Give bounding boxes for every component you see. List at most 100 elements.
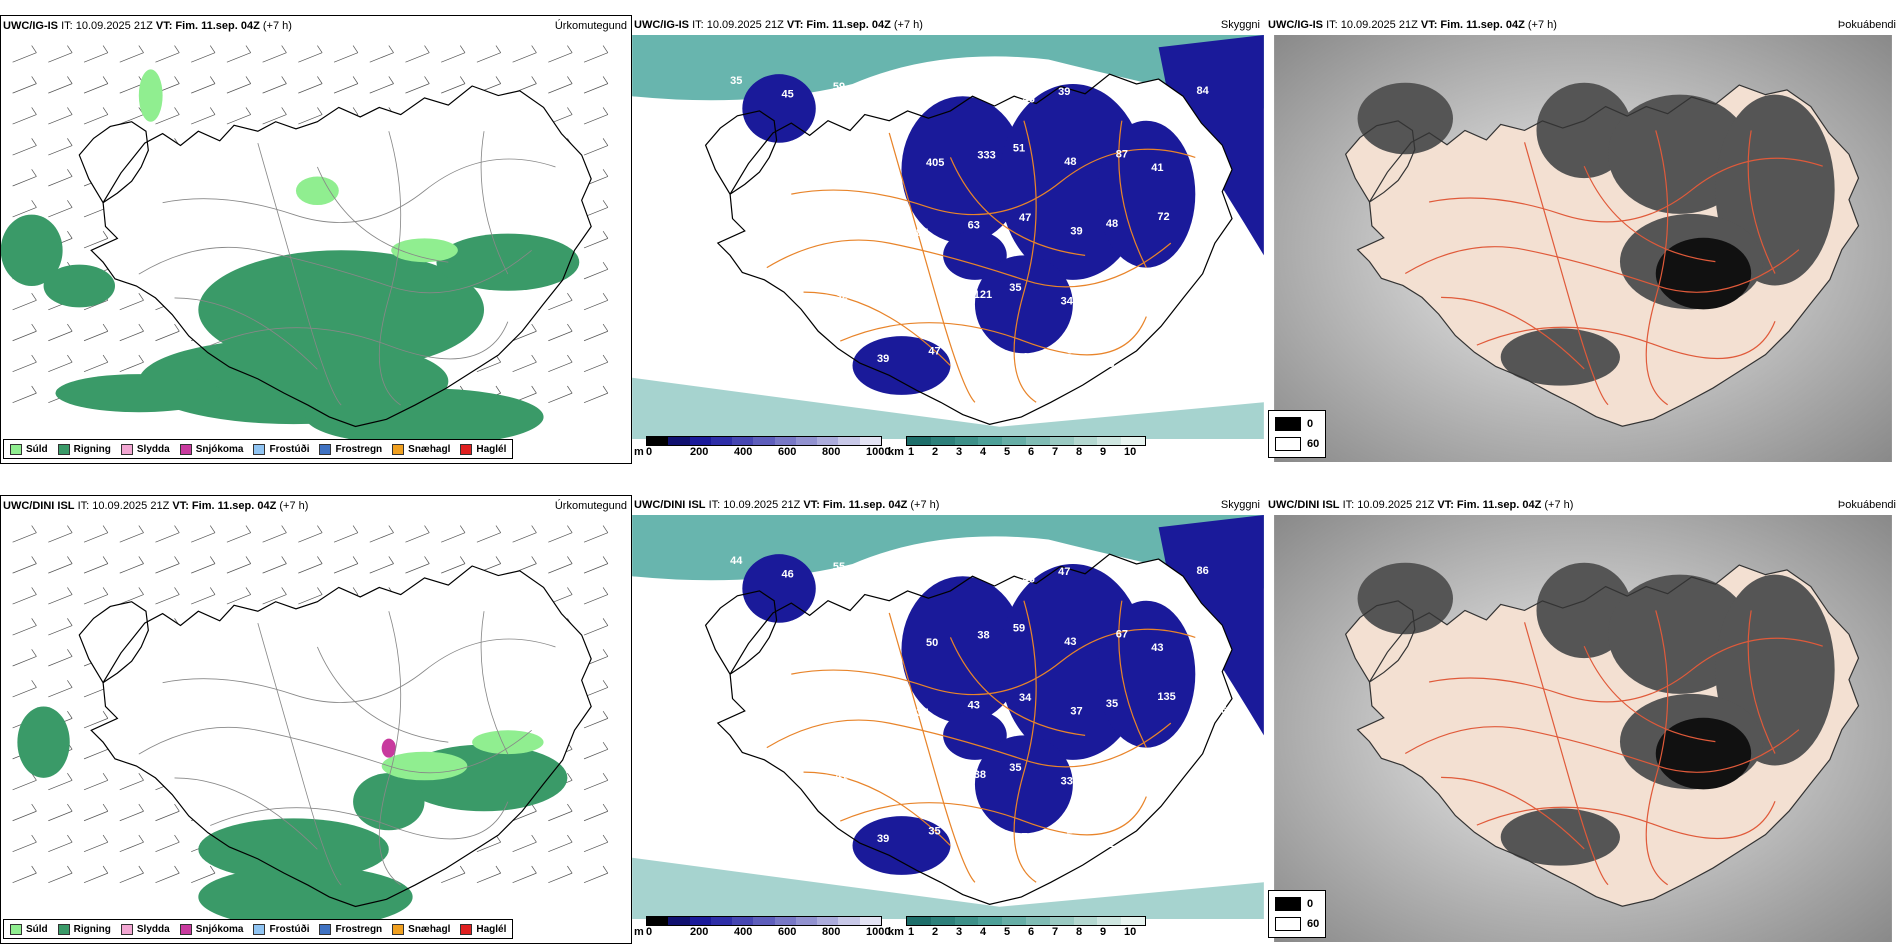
- ceiling-label: 38: [742, 215, 754, 227]
- road-line: [1645, 610, 1669, 886]
- ceiling-area: [943, 710, 1007, 760]
- ceiling-label: 28: [790, 827, 802, 839]
- legend-item: Frostúði: [253, 923, 310, 935]
- ceiling-label: 116: [884, 575, 902, 587]
- lead-time: (+7 h): [279, 500, 309, 512]
- road-line: [803, 291, 951, 366]
- legend-item: Slydda: [120, 923, 170, 935]
- legend-swatch: [319, 443, 332, 455]
- fog-area: [1500, 328, 1620, 386]
- ceiling-label: 35: [928, 826, 940, 838]
- ceiling-label: 35: [1009, 762, 1021, 774]
- ceiling-label: 41: [835, 770, 847, 782]
- ceiling-label: 72: [1157, 211, 1169, 223]
- rain-area: [436, 233, 580, 291]
- iceland-map: [17, 565, 592, 928]
- ceiling-label: 45: [782, 88, 794, 100]
- road-line: [174, 777, 318, 850]
- legend-label: Haglél: [476, 923, 507, 935]
- visibility-colorbar: km 1 2 3 4 5 6 7 8 9 10: [888, 436, 1148, 460]
- ceiling-label: 33: [733, 284, 745, 296]
- ceiling-label: 44: [788, 638, 801, 650]
- ceiling-label: 55: [833, 561, 845, 573]
- ceiling-area: [742, 74, 816, 143]
- legend-item: Frostúði: [253, 443, 309, 455]
- coastline: [1356, 84, 1860, 427]
- valid-time: VT: Fim. 11.sep. 04Z: [803, 499, 911, 511]
- panel-title-cloud: Skyggni: [1220, 499, 1260, 511]
- iceland-map: [704, 73, 1233, 425]
- colorbar-tick: 1: [908, 446, 915, 458]
- valid-time: VT: Fim. 11.sep. 04Z: [172, 500, 280, 512]
- ceiling-label: 61: [1102, 838, 1114, 850]
- valid-time: VT: Fim. 11.sep. 04Z: [155, 20, 263, 32]
- ceiling-label: 45: [823, 151, 835, 163]
- model-name: UWC/DINI ISL: [3, 500, 75, 512]
- rain-area: [55, 374, 223, 413]
- legend-item: Slydda: [120, 443, 170, 455]
- colorbar-tick: 800: [822, 446, 841, 458]
- iceland-map: [1344, 82, 1860, 427]
- coastline: [716, 73, 1233, 425]
- ceiling-label: 45: [1102, 358, 1114, 370]
- ceiling-labels: 35 45 59 88 47 42 46 39 40 48 84 63 51 45 38 405 333 51 48…: [730, 75, 1221, 376]
- ceiling-label: 333: [977, 150, 995, 162]
- road-line: [840, 316, 1147, 356]
- fog-area: [1357, 562, 1453, 635]
- legend-label: Snæhagl: [408, 443, 451, 455]
- ceiling-label: 42: [920, 567, 932, 579]
- ceiling-label: 34: [1019, 692, 1032, 704]
- coastline: [78, 601, 149, 684]
- init-time: IT: 10.09.2025 21Z: [708, 499, 804, 511]
- colorbar-tick: 200: [690, 446, 709, 458]
- road-line: [1476, 321, 1776, 360]
- colorbar-tick: 8: [1076, 446, 1083, 458]
- ceiling-label: 38: [875, 144, 887, 156]
- legend-label: Snæhagl: [408, 923, 451, 935]
- ceiling-label: 170: [881, 693, 899, 705]
- ceiling-label: 59: [833, 81, 845, 93]
- road-line: [1013, 120, 1037, 403]
- valid-time: VT: Fim. 11.sep. 04Z: [1420, 19, 1528, 31]
- sea-visibility: [632, 857, 1264, 919]
- init-time: IT: 10.09.2025 21Z: [1342, 499, 1438, 511]
- rain-area: [353, 773, 425, 831]
- ceiling-area: [901, 96, 1024, 244]
- lead-time: (+7 h): [262, 20, 292, 32]
- ceiling-label: 35: [1106, 698, 1118, 710]
- ceiling-label: 37: [916, 707, 928, 719]
- ceiling-label: 48: [1106, 218, 1118, 230]
- ceiling-area: [742, 554, 816, 623]
- fog-legend-item: 0: [1275, 897, 1313, 911]
- road-line: [791, 148, 1196, 216]
- coastline: [704, 590, 778, 676]
- ceiling-label: 47: [1058, 566, 1070, 578]
- init-time: IT: 10.09.2025 21Z: [61, 20, 156, 32]
- legend-swatch: [120, 923, 133, 935]
- road-line: [257, 623, 342, 886]
- legend-swatch: [120, 443, 133, 455]
- road-line: [257, 143, 342, 406]
- ceiling-label: 78: [1199, 294, 1211, 306]
- road-line: [1013, 600, 1037, 883]
- colorbar-tick: 400: [734, 446, 753, 458]
- road-line: [1429, 157, 1823, 223]
- fog-legend-swatch: [1275, 437, 1301, 451]
- legend-label: Frostúði: [269, 923, 310, 935]
- road-line: [1523, 142, 1609, 406]
- lead-time: (+7 h): [893, 19, 923, 31]
- fog-legend-item: 60: [1275, 437, 1319, 451]
- ceiling-label: 58: [778, 708, 790, 720]
- lead-time: (+7 h): [1527, 19, 1557, 31]
- road-line: [138, 726, 532, 774]
- ceiling-label: 41: [742, 695, 754, 707]
- valid-time: VT: Fim. 11.sep. 04Z: [786, 19, 894, 31]
- ceiling-label: 34: [1015, 352, 1028, 364]
- drizzle-area: [381, 751, 468, 781]
- legend-swatch: [392, 923, 405, 935]
- ceiling-label: 32: [835, 290, 847, 302]
- road-line: [1118, 120, 1147, 268]
- ceiling-label: 42: [922, 297, 934, 309]
- road-line: [1476, 801, 1776, 840]
- legend-label: Rigning: [73, 923, 111, 935]
